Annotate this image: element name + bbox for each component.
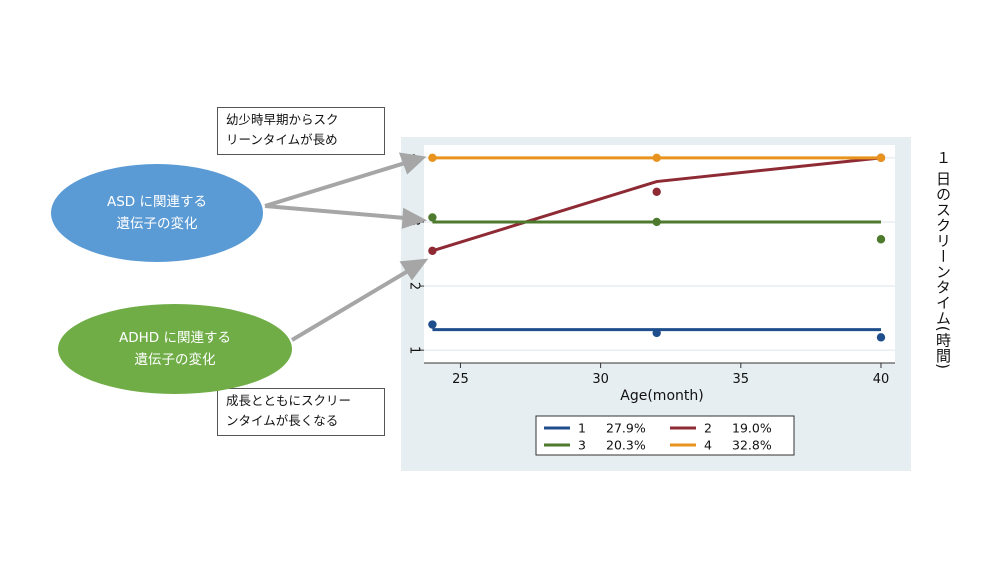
arrow-head-group4 bbox=[398, 152, 427, 175]
adhd-callout: 成長とともにスクリー ンタイムが長くなる bbox=[217, 388, 385, 436]
legend-percent-1: 27.9% bbox=[606, 421, 646, 436]
asd-callout: 幼少時早期からスク リーンタイムが長め bbox=[217, 107, 385, 155]
asd-ellipse: ASD に関連する 遺伝子の変化 bbox=[51, 164, 263, 262]
x-tick-label: 40 bbox=[873, 372, 890, 387]
asd-ellipse-line-1: ASD に関連する bbox=[107, 194, 207, 210]
series-2-point bbox=[428, 246, 437, 255]
adhd-ellipse-line-2: 遺伝子の変化 bbox=[134, 352, 216, 368]
series-4-point bbox=[652, 153, 661, 163]
asd-callout-line-2: リーンタイムが長め bbox=[226, 132, 338, 147]
adhd-ellipse-line-1: ADHD に関連する bbox=[119, 330, 231, 346]
series-1-point bbox=[652, 328, 661, 338]
arrow-asd-to-group3 bbox=[264, 204, 406, 220]
series-1-point bbox=[428, 320, 437, 329]
series-3-point bbox=[652, 217, 661, 227]
series-2-line bbox=[431, 156, 882, 253]
x-tick-label: 30 bbox=[592, 372, 609, 387]
legend-box bbox=[535, 415, 795, 456]
legend-label-1: 1 bbox=[578, 421, 586, 436]
asd-ellipse-line-2: 遺伝子の変化 bbox=[116, 216, 198, 232]
arrows bbox=[264, 152, 429, 342]
y-tick-label: 2 bbox=[407, 282, 422, 290]
arrow-asd-to-group4 bbox=[264, 161, 406, 208]
series-2-point bbox=[652, 187, 661, 197]
adhd-callout-line-1: 成長とともにスクリー bbox=[226, 393, 352, 408]
asd-callout-line-1: 幼少時早期からスク bbox=[226, 112, 339, 127]
series-3-point bbox=[876, 235, 886, 244]
legend-label-4: 4 bbox=[704, 438, 712, 453]
legend-percent-4: 32.8% bbox=[732, 438, 772, 453]
x-tick-label: 25 bbox=[452, 372, 469, 387]
legend-percent-2: 19.0% bbox=[732, 421, 772, 436]
adhd-callout-line-2: ンタイムが長くなる bbox=[226, 413, 339, 428]
x-axis-label: Age(month) bbox=[620, 388, 703, 404]
legend-percent-3: 20.3% bbox=[606, 438, 646, 453]
series-4-point bbox=[876, 153, 886, 163]
series-4-point bbox=[428, 153, 437, 163]
legend-label-2: 2 bbox=[704, 421, 712, 436]
legend-label-3: 3 bbox=[578, 438, 586, 453]
y-tick-label: 1 bbox=[407, 346, 422, 354]
series-1-point bbox=[876, 333, 886, 342]
arrow-head-group3 bbox=[401, 207, 428, 229]
y-axis-label: １ 日のスクリーンタイム(時間) bbox=[934, 150, 952, 370]
arrow-adhd-to-group2 bbox=[290, 269, 410, 342]
series-3-point bbox=[428, 213, 437, 222]
adhd-ellipse: ADHD に関連する 遺伝子の変化 bbox=[58, 304, 292, 394]
x-tick-label: 35 bbox=[733, 372, 750, 387]
arrow-head-group2 bbox=[399, 258, 429, 281]
